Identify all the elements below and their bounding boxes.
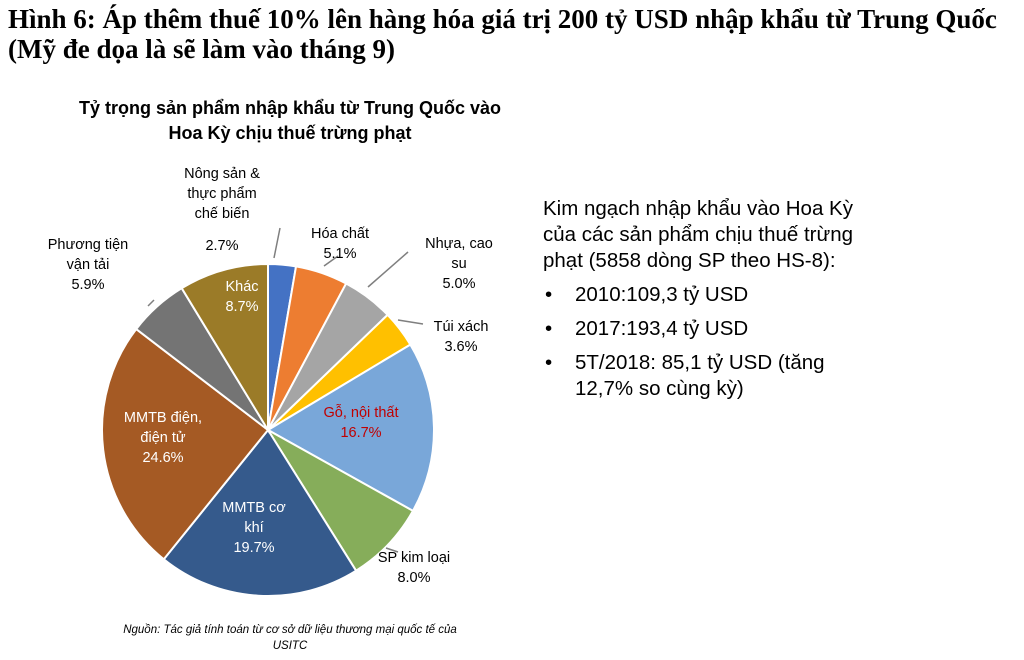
figure-title: Hình 6: Áp thêm thuế 10% lên hàng hóa gi… (8, 4, 997, 64)
info-item: • 5T/2018: 85,1 tỷ USD (tăng 12,7% so cùn… (543, 350, 863, 402)
slice-label: Phương tiện vận tải 5.9% (48, 237, 129, 293)
slice-label: Túi xách 3.6% (434, 319, 489, 355)
chart-title: Tỷ trọng sản phẩm nhập khẩu từ Trung Quố… (78, 98, 502, 143)
info-item: • 2017:193,4 tỷ USD (543, 316, 863, 342)
slice-label: SP kim loại 8.0% (378, 550, 450, 586)
slice-label: MMTB điện, điện tử 24.6% (124, 410, 202, 466)
slice-label: Khác 8.7% (225, 279, 258, 315)
leader-line (367, 251, 409, 288)
info-panel: Kim ngạch nhập khẩu vào Hoa Kỳ của các s… (543, 196, 863, 402)
slice-label: Gỗ, nội thất 16.7% (324, 404, 399, 441)
leader-line (147, 299, 155, 307)
info-item-text: 5T/2018: 85,1 tỷ USD (tăng 12,7% so cùng… (575, 351, 825, 400)
slice-label: Hóa chất 5.1% (311, 226, 369, 262)
leader-line (397, 319, 424, 325)
slice-label: MMTB cơ khí 19.7% (222, 500, 286, 556)
info-list: • 2010:109,3 tỷ USD • 2017:193,4 tỷ USD • 5… (543, 282, 863, 402)
bullet-icon: • (545, 283, 553, 306)
info-item-text: 2017:193,4 tỷ USD (575, 317, 749, 340)
leader-line (323, 255, 339, 267)
info-item-text: 2010:109,3 tỷ USD (575, 283, 749, 306)
pie-slice (101, 327, 270, 561)
slice-label: Nông sản & thực phẩm chế biến 2.7% (184, 166, 260, 254)
bullet-icon: • (545, 351, 553, 374)
pie-slice (162, 428, 358, 597)
leader-line (385, 547, 399, 553)
source-note: Nguồn: Tác giả tính toán từ cơ sở dữ liệ… (123, 624, 457, 652)
bullet-icon: • (545, 317, 553, 340)
slice-label: Nhựa, cao su 5.0% (425, 236, 493, 292)
info-heading: Kim ngạch nhập khẩu vào Hoa Kỳ của các s… (543, 197, 854, 272)
info-item: • 2010:109,3 tỷ USD (543, 282, 863, 308)
pie-slice (180, 262, 269, 434)
leader-line (273, 227, 281, 259)
pie-slice (266, 343, 435, 513)
